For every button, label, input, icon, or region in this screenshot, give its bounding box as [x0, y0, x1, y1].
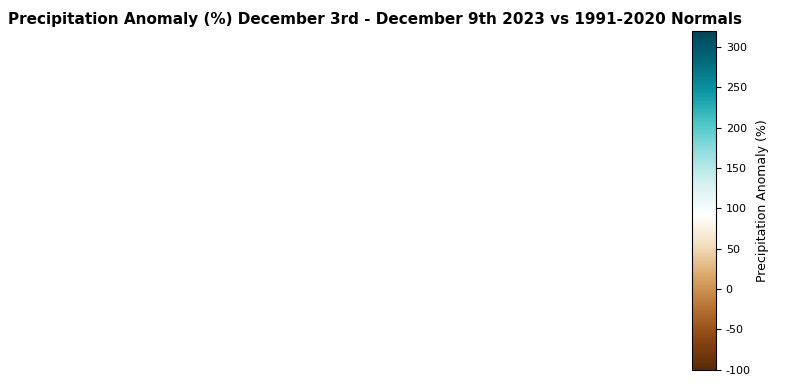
Text: Precipitation Anomaly (%) December 3rd - December 9th 2023 vs 1991-2020 Normals: Precipitation Anomaly (%) December 3rd -… [8, 12, 742, 27]
Y-axis label: Precipitation Anomaly (%): Precipitation Anomaly (%) [756, 119, 770, 281]
